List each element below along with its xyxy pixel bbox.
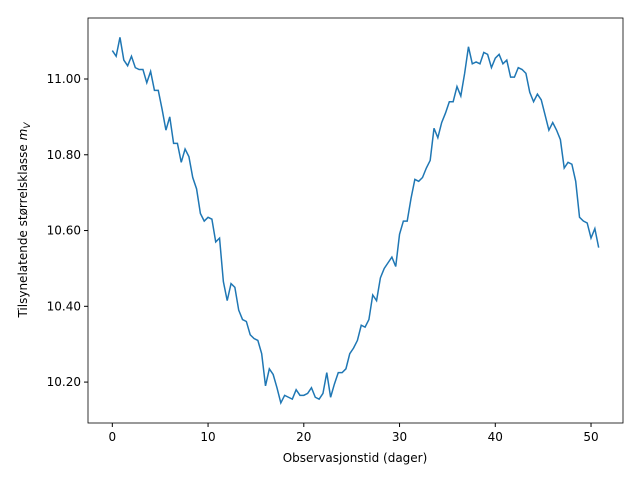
y-axis-label: Tilsynelatende størrelsklasse mV bbox=[16, 122, 33, 319]
x-tick-label: 30 bbox=[392, 430, 407, 444]
x-tick-label: 0 bbox=[108, 430, 116, 444]
x-tick-label: 20 bbox=[296, 430, 311, 444]
y-label-subscript: V bbox=[23, 122, 33, 129]
y-tick-label: 10.20 bbox=[47, 375, 81, 389]
x-tick-label: 40 bbox=[488, 430, 503, 444]
y-label-symbol: m bbox=[16, 129, 30, 141]
x-tick-label: 10 bbox=[200, 430, 215, 444]
y-tick-label: 10.60 bbox=[47, 224, 81, 238]
data-line bbox=[111, 37, 600, 406]
y-tick-label: 10.80 bbox=[47, 148, 81, 162]
plot-frame bbox=[87, 17, 624, 424]
x-axis-label: Observasjonstid (dager) bbox=[283, 451, 428, 465]
y-tick-label: 11.00 bbox=[47, 72, 81, 86]
y-label-text: Tilsynelatende størrelsklasse bbox=[16, 144, 30, 318]
x-tick-label: 50 bbox=[583, 430, 598, 444]
y-tick-label: 10.40 bbox=[47, 299, 81, 313]
